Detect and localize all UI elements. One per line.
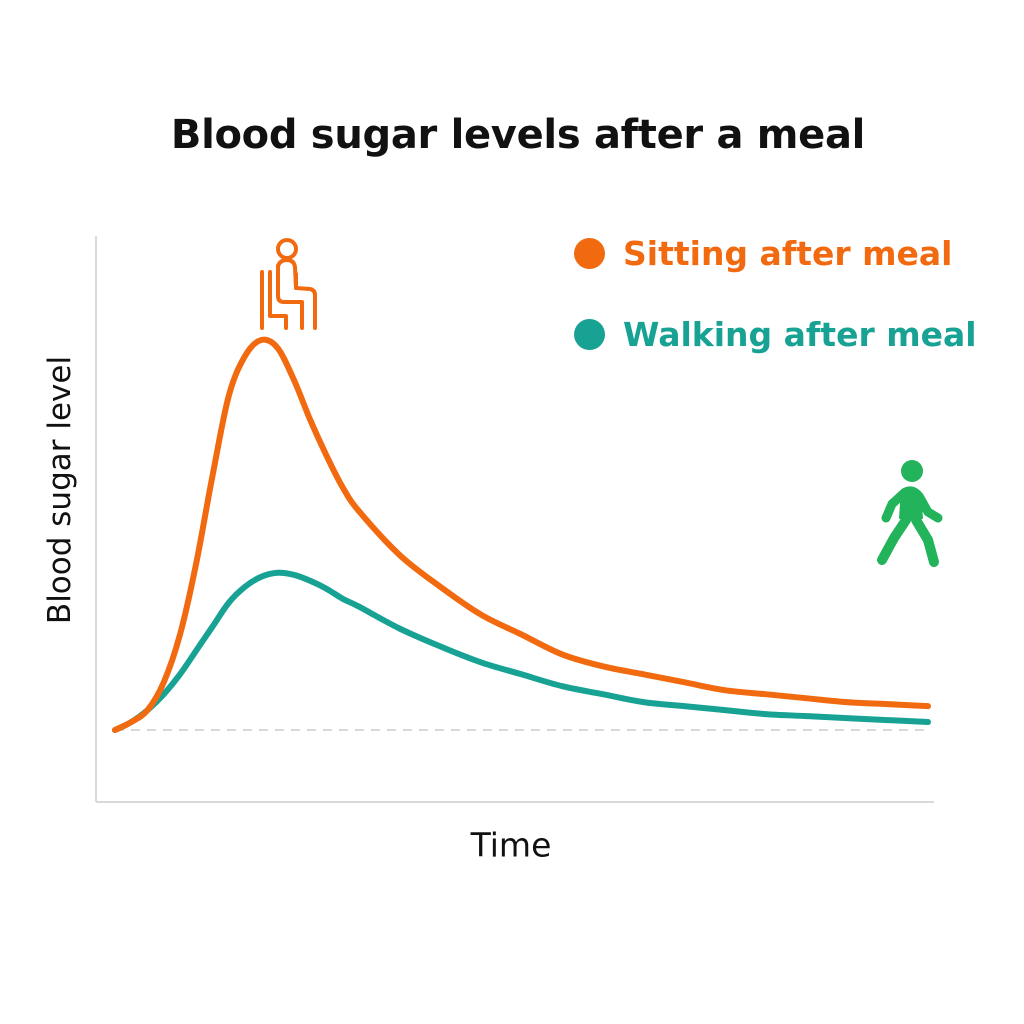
legend-label: Sitting after meal [623,234,953,273]
x-axis-label: Time [470,825,552,865]
legend-marker [574,238,605,269]
y-axis-label: Blood sugar level [42,355,78,625]
legend-marker [574,319,605,350]
legend-label: Walking after meal [623,315,977,354]
walking-person-icon [877,460,943,567]
series-layer [112,336,931,733]
legend-item-walking: Walking after meal [574,315,977,354]
legend-item-sitting: Sitting after meal [574,234,952,273]
series-line-walking [112,569,931,733]
chart-title: Blood sugar levels after a meal [170,112,866,158]
series-line-sitting [112,336,931,733]
sitting-person-icon [260,238,317,330]
